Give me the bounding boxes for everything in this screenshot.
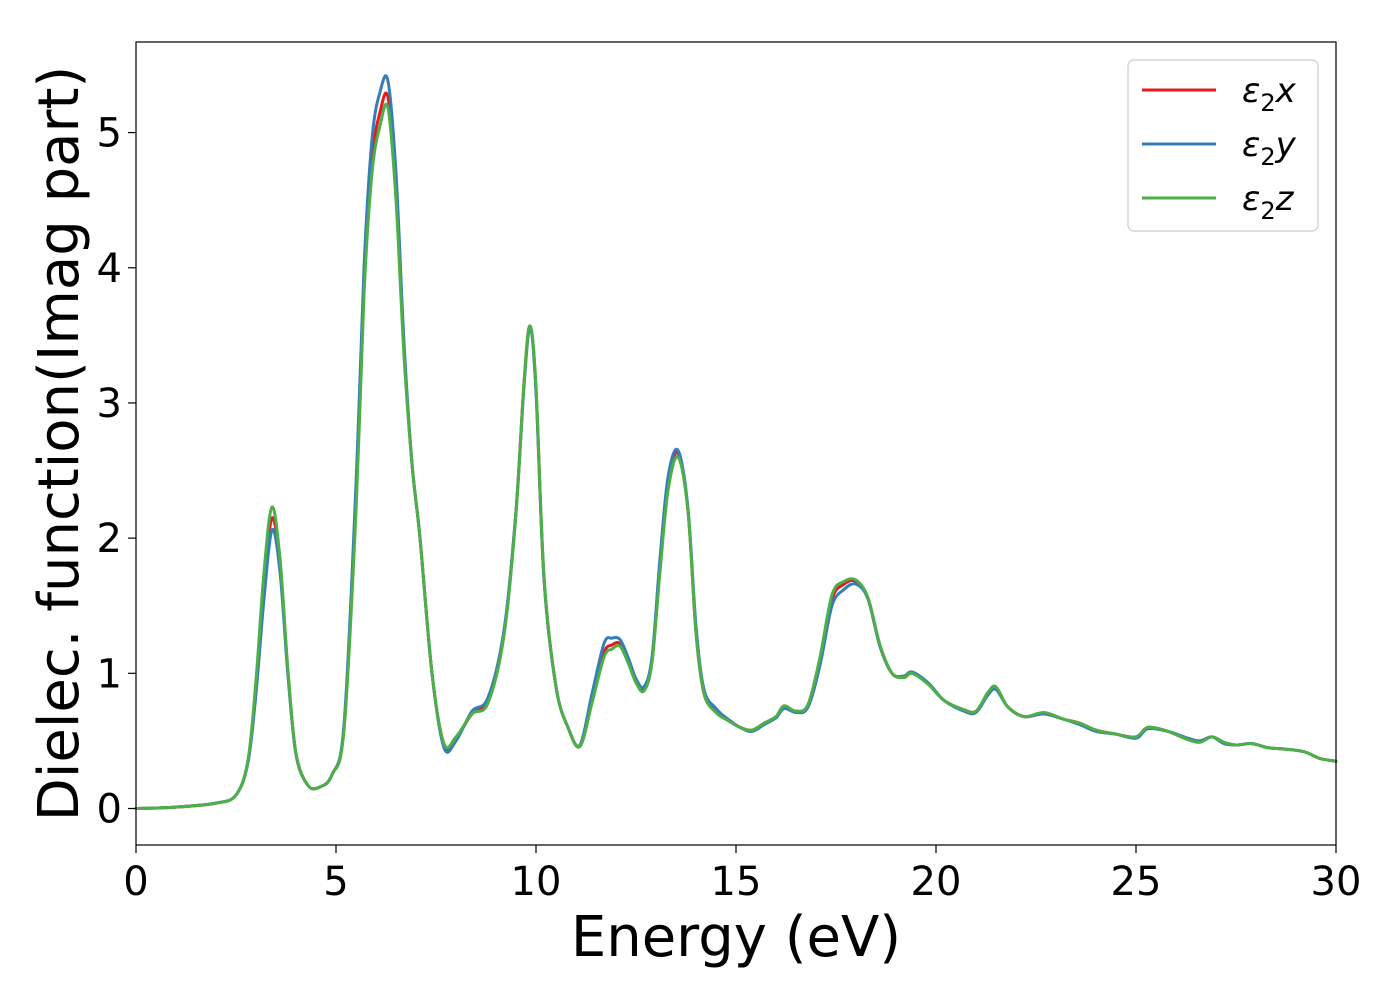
y-tick-label: 1 [97, 651, 122, 697]
x-tick-label: 20 [911, 859, 962, 905]
legend-label-suffix: y [1275, 125, 1297, 165]
x-tick-label: 30 [1311, 859, 1362, 905]
legend-label-suffix: x [1275, 71, 1297, 111]
legend-box [1127, 59, 1319, 232]
y-tick-label: 4 [97, 246, 122, 292]
y-tick-label: 3 [97, 381, 122, 427]
legend-label-base: ε [1242, 125, 1260, 165]
legend-label-subscript: 2 [1260, 89, 1275, 117]
x-axis: 0 5 10 15 20 25 30 [123, 845, 1361, 905]
y-tick-label: 5 [97, 111, 122, 157]
x-tick-label: 0 [123, 859, 148, 905]
legend-label-base: ε [1242, 179, 1260, 219]
series-line-z [134, 102, 1338, 810]
legend-label-y: ε2y [1242, 125, 1297, 171]
y-tick-label: 2 [97, 516, 122, 562]
x-tick-label: 25 [1111, 859, 1162, 905]
legend-label-subscript: 2 [1260, 143, 1275, 171]
x-tick-label: 5 [323, 859, 348, 905]
x-tick-label: 15 [711, 859, 762, 905]
series-layer [134, 74, 1338, 810]
x-axis-title: Energy (eV) [571, 905, 901, 970]
y-axis-title: Dielec. function(Imag part) [27, 66, 92, 822]
legend-label-base: ε [1242, 71, 1260, 111]
y-axis: 0 1 2 3 4 5 [97, 111, 136, 833]
legend-label-x: ε2x [1242, 71, 1297, 117]
y-tick-label: 0 [97, 787, 122, 833]
legend-label-z: ε2z [1242, 179, 1295, 225]
legend-label-subscript: 2 [1260, 197, 1275, 225]
x-tick-label: 10 [511, 859, 562, 905]
legend-label-suffix: z [1275, 179, 1295, 219]
